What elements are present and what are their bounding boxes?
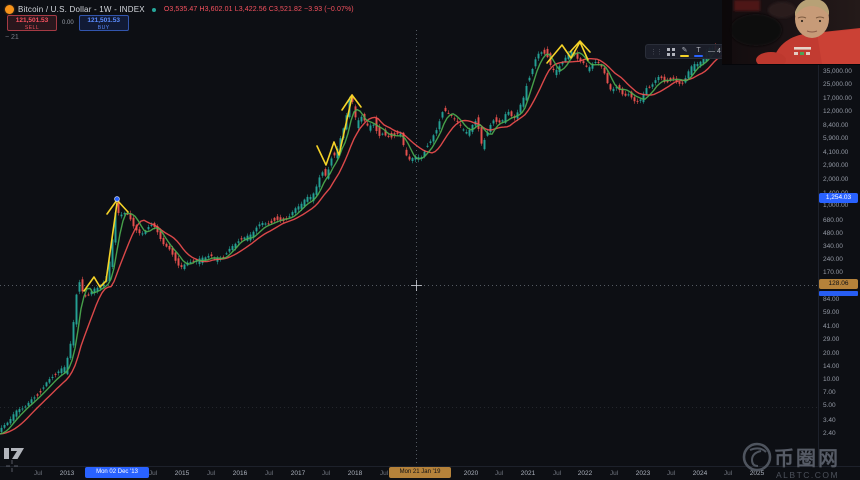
crosshair-price-label: 128.06: [819, 278, 858, 289]
time-tick: 2015: [174, 470, 190, 477]
line-width-value: 4: [717, 48, 721, 55]
price-tick: 2.40: [823, 429, 836, 437]
ma-slow-line: [0, 49, 748, 435]
time-tick: Jul: [723, 470, 733, 477]
zigzag-2013-drawing[interactable]: [83, 202, 118, 292]
time-tick: 2025: [749, 470, 765, 477]
price-tick: 10.00: [823, 376, 840, 383]
crosshair-date-label: Mon 21 Jan '19: [389, 467, 451, 478]
price-tick: 5,900.00: [823, 135, 849, 143]
sell-price: 121,501.53: [15, 17, 49, 24]
price-tick: 3.40: [823, 416, 836, 424]
btc-logo-icon: [5, 5, 14, 14]
zigzag-2021-drawing[interactable]: [546, 41, 589, 64]
symbol-header: Bitcoin / U.S. Dollar - 1W - INDEX O3,53…: [5, 3, 354, 16]
price-tick: 25,000.00: [823, 80, 852, 88]
time-tick: Jul: [379, 470, 389, 477]
price-tick: 2,000.00: [823, 176, 849, 184]
buy-button[interactable]: 121,501.53 BUY: [78, 15, 129, 31]
time-tick: 2024: [692, 470, 708, 477]
time-tick: 2017: [290, 470, 306, 477]
price-tick: 17,000.00: [823, 95, 852, 103]
price-tick: 680.00: [823, 216, 843, 224]
price-tick: 340.00: [823, 242, 843, 250]
market-status-icon: [151, 7, 156, 12]
price-tick: 5.00: [823, 402, 836, 410]
price-tick: 2,900.00: [823, 162, 849, 170]
price-tick: 4,100.00: [823, 148, 849, 156]
spread-value: 0.00: [62, 20, 74, 26]
price-tick: 1,000.00: [823, 202, 849, 210]
zigzag-2017-drawing[interactable]: [316, 96, 353, 166]
buy-price: 121,501.53: [87, 17, 120, 24]
drag-handle-icon[interactable]: ⋮⋮: [650, 48, 663, 56]
buy-label: BUY: [97, 24, 110, 31]
drawing-toolbar[interactable]: ⋮⋮ ✎ T — 4: [645, 44, 724, 59]
axis-corner: [818, 466, 860, 480]
price-tick: 29.00: [823, 335, 840, 343]
caret-2017-drawing[interactable]: [341, 94, 362, 111]
trade-panel: 121,501.53 SELL 0.00 121,501.53 BUY: [7, 15, 129, 31]
time-tick: Jul: [609, 470, 619, 477]
drawing-anchor-point[interactable]: [114, 196, 120, 202]
time-tick: Jul: [494, 470, 504, 477]
crosshair: [0, 30, 818, 466]
line-width-icon: —: [708, 48, 715, 55]
price-tick: 14.00: [823, 363, 840, 371]
crosshair-icon: [6, 460, 18, 472]
trend-drawings[interactable]: [83, 40, 591, 292]
symbol-title[interactable]: Bitcoin / U.S. Dollar - 1W - INDEX: [18, 5, 145, 14]
time-tick: Jul: [33, 470, 43, 477]
sell-label: SELL: [24, 24, 40, 31]
price-tick: 12,000.00: [823, 108, 852, 116]
ohlc-readout: O3,535.47 H3,602.01 L3,422.56 C3,521.82 …: [163, 6, 354, 13]
time-tick: 2020: [463, 470, 479, 477]
webcam-overlay: [722, 0, 860, 65]
sell-button[interactable]: 121,501.53 SELL: [7, 15, 57, 31]
time-axis[interactable]: Jul 2013 Jul 2015 Jul 2016 Jul 2017 Jul 2018 Jul Ju…: [0, 466, 860, 480]
time-tick: Jul: [264, 470, 274, 477]
time-tick: Jul: [321, 470, 331, 477]
time-tick: 2013: [59, 470, 75, 477]
time-tick: 2022: [577, 470, 593, 477]
line-width-selector[interactable]: — 4: [708, 48, 721, 55]
price-tick: 240.00: [823, 256, 843, 264]
anchor-date-label: Mon 02 Dec '13: [85, 467, 149, 478]
anchor-price-label: 1,254.03: [819, 192, 858, 203]
time-tick: Jul: [552, 470, 562, 477]
price-tick: 20.00: [823, 349, 840, 357]
caret-2021-drawing[interactable]: [569, 40, 591, 53]
streamer-portrait: [722, 0, 860, 64]
price-tick: 41.00: [823, 322, 840, 330]
price-tick: 59.00: [823, 309, 840, 316]
time-tick: 2016: [232, 470, 248, 477]
collapsed-indicator-row[interactable]: − 21: [5, 34, 19, 41]
tradingview-logo[interactable]: [4, 446, 28, 461]
time-tick: 2023: [635, 470, 651, 477]
countdown-strip: [819, 291, 858, 296]
time-tick: 2021: [520, 470, 536, 477]
time-tick: 2018: [347, 470, 363, 477]
price-axis[interactable]: 35,000.00 25,000.00 17,000.00 12,000.00 8,40…: [818, 0, 860, 466]
style-grid-icon[interactable]: [667, 47, 675, 56]
text-color-icon[interactable]: T: [694, 47, 703, 57]
price-tick: 84.00: [823, 295, 840, 303]
price-tick: 170.00: [823, 269, 843, 277]
price-tick: 7.00: [823, 389, 836, 397]
ma-fast-line: [0, 47, 748, 435]
time-tick: Jul: [148, 470, 158, 477]
price-tick: 480.00: [823, 229, 843, 237]
time-tick: Jul: [666, 470, 676, 477]
color-pencil-icon[interactable]: ✎: [680, 47, 689, 57]
price-tick: 8,400.00: [823, 121, 849, 129]
price-tick: 35,000.00: [823, 68, 852, 76]
time-tick: Jul: [206, 470, 216, 477]
